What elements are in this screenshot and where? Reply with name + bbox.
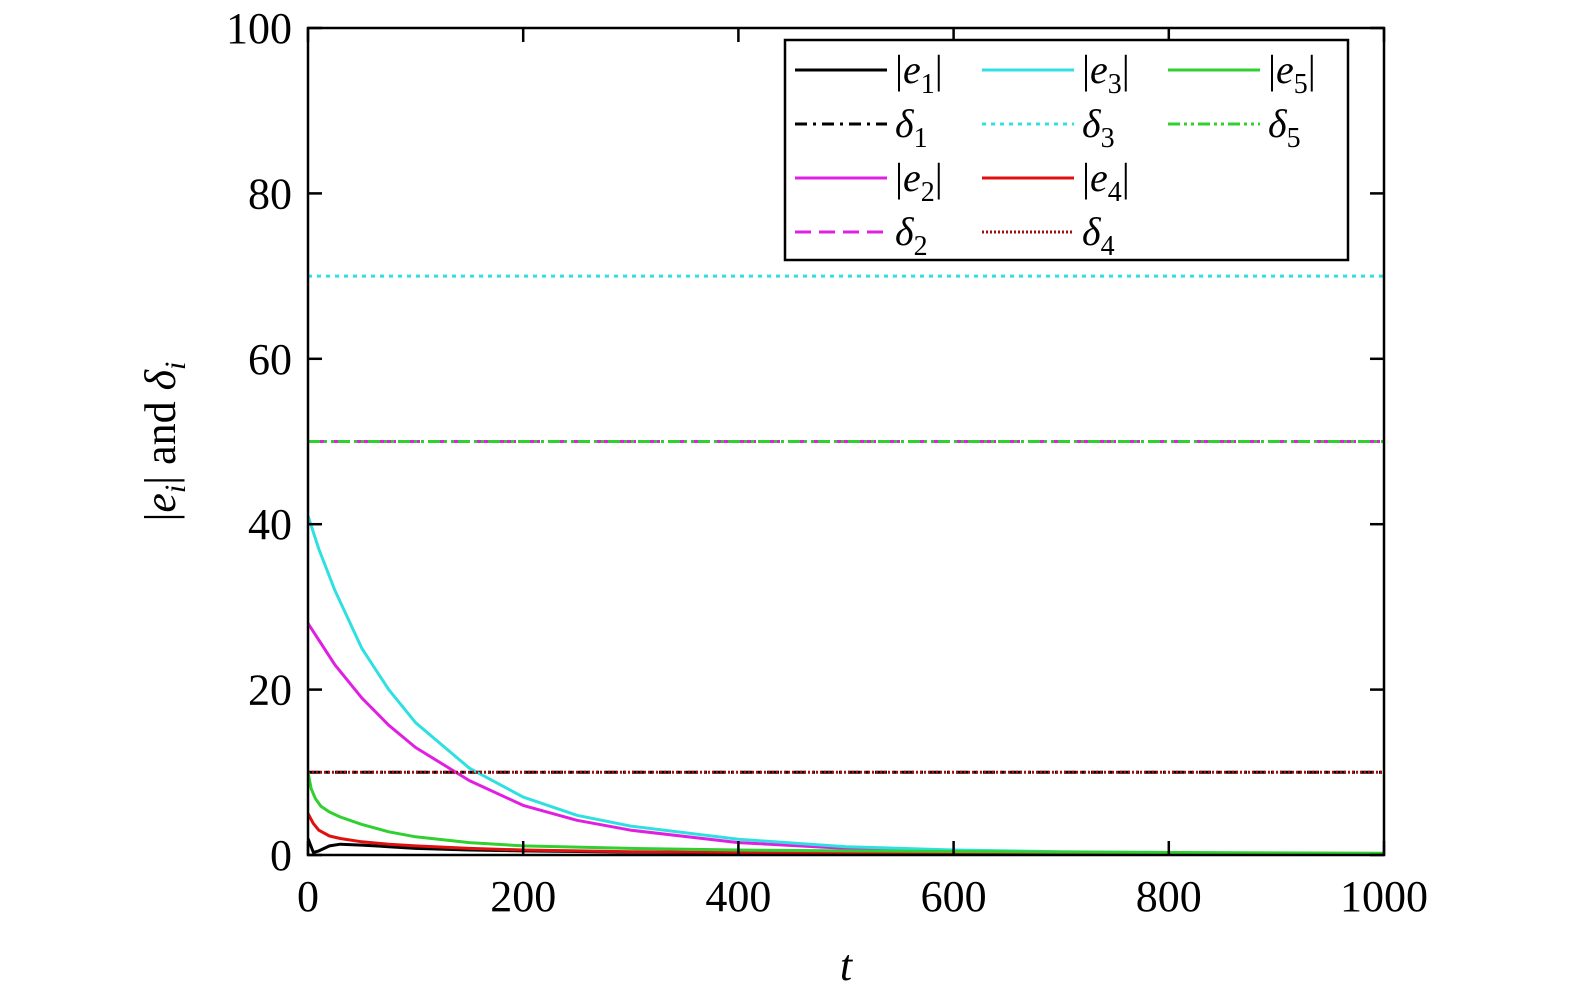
axis-labels: t |ei| and δi: [136, 362, 854, 990]
y-tick-label: 80: [248, 169, 292, 218]
series-line-3: [308, 622, 1384, 855]
legend-entry-2: δ1: [895, 101, 928, 154]
legend-entry-7: |e4|: [1082, 155, 1130, 208]
legend: |e1|δ1|e2|δ2 |e3|δ3|e4|δ4 |e5|δ5: [783, 38, 1350, 262]
x-tick-label: 0: [297, 872, 319, 921]
y-axis-label: |ei| and δi: [136, 362, 192, 522]
legend-box: [783, 38, 1350, 262]
x-tick-label: 1000: [1340, 872, 1428, 921]
y-tick-label: 40: [248, 500, 292, 549]
y-tick-label: 20: [248, 666, 292, 715]
plot-frame: [306, 26, 1386, 857]
x-axis-label: t: [840, 941, 854, 990]
series-line-5: [308, 515, 1384, 855]
axes-layer: 0 200 400 600 800 1000 0 20 40 60 80 100: [226, 4, 1428, 921]
x-tick-label: 400: [705, 872, 771, 921]
x-tick-label: 200: [490, 872, 556, 921]
x-tick-label: 600: [921, 872, 987, 921]
legend-entry-1: |e1|: [895, 47, 943, 100]
y-tick-label: 60: [248, 335, 292, 384]
legend-entry-5: |e3|: [1082, 47, 1130, 100]
y-tick-label: 0: [270, 831, 292, 880]
legend-entry-6: δ3: [1082, 101, 1115, 154]
legend-entry-8: δ4: [1082, 209, 1115, 262]
x-tick-label: 800: [1136, 872, 1202, 921]
series-line-9: [308, 772, 1384, 855]
legend-entry-3: |e2|: [895, 155, 943, 208]
series-layer: [308, 274, 1384, 855]
legend-entry-4: δ2: [895, 209, 928, 262]
y-tick-label: 100: [226, 4, 292, 53]
legend-entry-9: |e5|: [1268, 47, 1316, 100]
legend-entry-10: δ5: [1268, 101, 1301, 154]
